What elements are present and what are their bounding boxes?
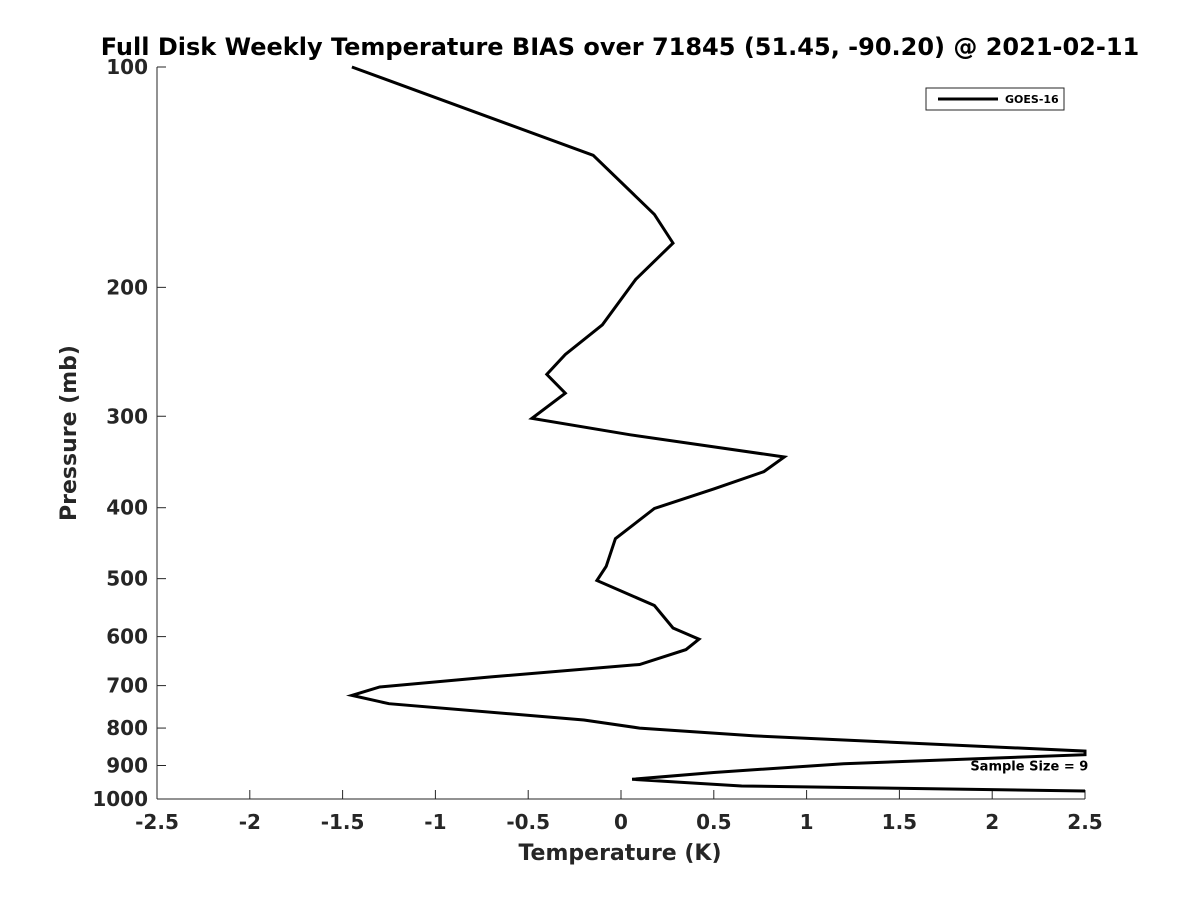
x-axis-label: Temperature (K) bbox=[518, 841, 721, 866]
x-tick-label: -1 bbox=[424, 810, 446, 834]
chart-title: Full Disk Weekly Temperature BIAS over 7… bbox=[101, 33, 1140, 61]
x-tick-label: -2 bbox=[239, 810, 261, 834]
x-tick-label: -2.5 bbox=[135, 810, 179, 834]
x-axis-ticks: -2.5 -2 -1.5 -1 -0.5 0 0.5 1 1.5 2 2.5 bbox=[135, 790, 1103, 834]
y-axis-label: Pressure (mb) bbox=[57, 345, 82, 521]
series-layer bbox=[345, 65, 1087, 793]
x-tick-label: 1.5 bbox=[882, 810, 917, 834]
y-tick-label: 400 bbox=[106, 496, 148, 520]
y-tick-label: 1000 bbox=[92, 787, 148, 811]
series-line-goes-16 bbox=[345, 65, 1087, 793]
y-tick-label: 100 bbox=[106, 55, 148, 79]
x-tick-label: -1.5 bbox=[321, 810, 365, 834]
y-tick-label: 600 bbox=[106, 625, 148, 649]
x-tick-label: -0.5 bbox=[506, 810, 550, 834]
y-tick-label: 900 bbox=[106, 754, 148, 778]
y-tick-label: 300 bbox=[106, 404, 148, 428]
y-axis-ticks: 100 200 300 400 500 600 700 800 900 1000 bbox=[92, 55, 166, 811]
y-tick-label: 800 bbox=[106, 716, 148, 740]
x-tick-label: 0 bbox=[614, 810, 628, 834]
x-tick-label: 2.5 bbox=[1067, 810, 1102, 834]
legend-entry-goes-16: GOES-16 bbox=[1005, 93, 1059, 106]
x-tick-label: 1 bbox=[800, 810, 814, 834]
y-tick-label: 200 bbox=[106, 275, 148, 299]
y-tick-label: 700 bbox=[106, 674, 148, 698]
sample-size-annotation: Sample Size = 9 bbox=[970, 760, 1088, 775]
x-tick-label: 2 bbox=[985, 810, 999, 834]
legend: GOES-16 bbox=[925, 87, 1065, 111]
x-tick-label: 0.5 bbox=[696, 810, 731, 834]
y-tick-label: 500 bbox=[106, 567, 148, 591]
